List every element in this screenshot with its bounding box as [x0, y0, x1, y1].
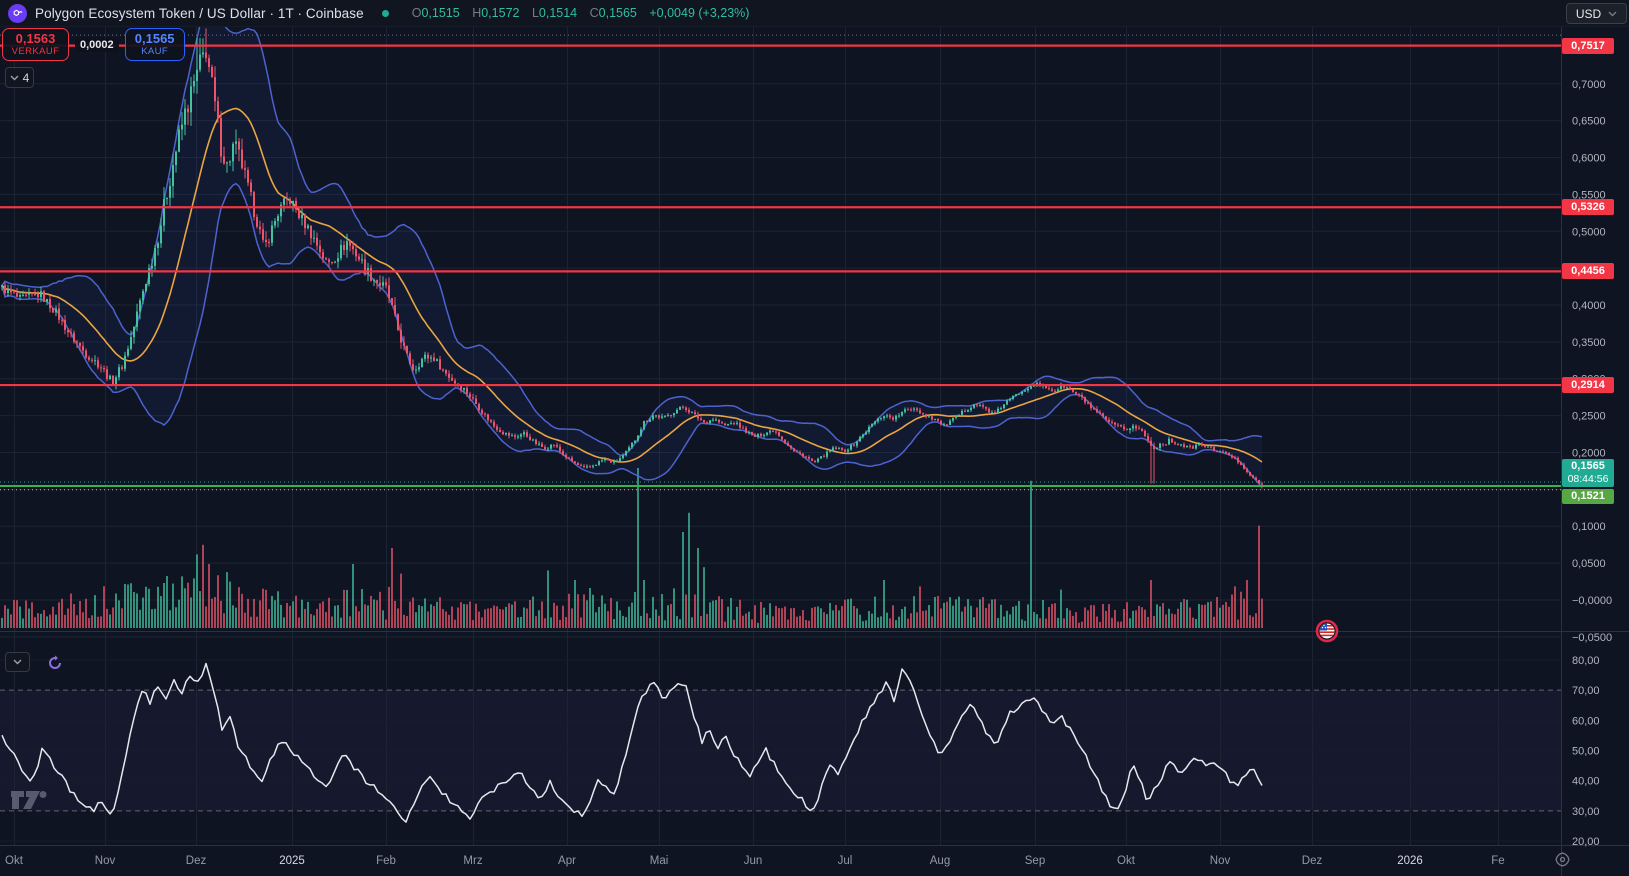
buy-label: KAUF [141, 45, 169, 57]
low-key: L [531, 6, 539, 20]
grid [0, 27, 1561, 845]
svg-text:40,00: 40,00 [1572, 776, 1600, 788]
buy-price: 0,1565 [134, 30, 175, 46]
svg-text:60,00: 60,00 [1572, 715, 1600, 727]
svg-text:0,2000: 0,2000 [1572, 447, 1606, 459]
svg-text:Mai: Mai [650, 855, 669, 867]
us-flag-event-icon[interactable] [1315, 619, 1339, 648]
svg-text:0,6500: 0,6500 [1572, 116, 1606, 128]
svg-text:0,6000: 0,6000 [1572, 153, 1606, 165]
chevron-down-icon [1608, 11, 1617, 16]
level-price-label[interactable]: 0,5326 [1562, 199, 1614, 216]
chart-header: Polygon Ecosystem Token / US Dollar · 1T… [0, 0, 1629, 27]
sell-button[interactable]: 0,1563 VERKAUF [2, 28, 69, 61]
open-key: O [411, 6, 422, 20]
svg-text:Nov: Nov [1210, 855, 1231, 867]
svg-text:Feb: Feb [376, 855, 396, 867]
close-value: 0,1565 [598, 6, 637, 20]
trade-panel: 0,1563 VERKAUF 0,0002 0,1565 KAUF [2, 28, 185, 61]
svg-text:0,4000: 0,4000 [1572, 300, 1606, 312]
gear-icon[interactable] [1552, 849, 1572, 869]
svg-text:0,2500: 0,2500 [1572, 411, 1606, 423]
svg-text:−0,0000: −0,0000 [1572, 595, 1612, 607]
svg-text:Okt: Okt [1117, 855, 1136, 867]
spread-value: 0,0002 [75, 37, 119, 52]
high-value: 0,1572 [481, 6, 520, 20]
svg-text:Dez: Dez [186, 855, 207, 867]
svg-text:Dez: Dez [1302, 855, 1323, 867]
currency-selector[interactable]: USD [1566, 3, 1627, 24]
sell-price: 0,1563 [15, 30, 56, 46]
high-key: H [472, 6, 482, 20]
level-price-label[interactable]: 0,7517 [1562, 37, 1614, 54]
svg-text:20,00: 20,00 [1572, 836, 1600, 848]
candles-layer [1, 28, 1263, 489]
indicators-collapse-button[interactable]: 4 [5, 67, 34, 88]
volume-bars [1, 468, 1263, 628]
svg-text:2025: 2025 [279, 855, 305, 867]
svg-text:70,00: 70,00 [1572, 685, 1600, 697]
svg-text:Aug: Aug [930, 855, 950, 867]
change-value: +0,0049 (+3,23%) [649, 6, 750, 20]
buy-button[interactable]: 0,1565 KAUF [124, 28, 185, 61]
bar-countdown: 08:44:56 [1567, 472, 1609, 485]
low-value: 0,1514 [538, 6, 578, 20]
svg-text:30,00: 30,00 [1572, 806, 1600, 818]
time-scale[interactable]: Okt Nov Dez 2025 Feb Mrz Apr Mai Jun Jul Aug Sep Okt… [5, 855, 1505, 867]
currency-label: USD [1575, 6, 1602, 21]
bollinger-fill [2, 3, 1262, 488]
svg-text:0,5000: 0,5000 [1572, 226, 1606, 238]
svg-text:Jun: Jun [744, 855, 763, 867]
svg-text:Apr: Apr [558, 855, 576, 867]
rsi-line [1, 662, 1263, 823]
symbol-title[interactable]: Polygon Ecosystem Token / US Dollar · 1T… [35, 5, 364, 21]
svg-text:0,7000: 0,7000 [1572, 79, 1606, 91]
svg-text:Jul: Jul [838, 855, 853, 867]
open-value: 0,1515 [421, 6, 460, 20]
bollinger-basis-sma [1, 107, 1263, 463]
svg-text:2026: 2026 [1397, 855, 1423, 867]
chevron-down-icon [13, 659, 22, 665]
svg-text:0,5500: 0,5500 [1572, 189, 1606, 201]
level-price-label[interactable]: 0,4456 [1562, 263, 1614, 280]
svg-text:80,00: 80,00 [1572, 655, 1600, 667]
svg-text:Nov: Nov [95, 855, 116, 867]
tradingview-logo[interactable] [10, 788, 52, 817]
polygon-token-icon[interactable] [8, 3, 27, 23]
sell-label: VERKAUF [11, 45, 60, 57]
current-price-label[interactable]: 0,1565 08:44:56 [1562, 458, 1614, 487]
close-key: C [589, 6, 599, 20]
session-low-label[interactable]: 0,1521 [1562, 489, 1614, 505]
svg-text:Fe: Fe [1491, 855, 1504, 867]
chevron-down-icon [10, 75, 19, 80]
svg-text:0,3500: 0,3500 [1572, 337, 1606, 349]
svg-text:Mrz: Mrz [463, 855, 482, 867]
svg-text:50,00: 50,00 [1572, 746, 1600, 758]
current-price-value: 0,1565 [1571, 459, 1605, 472]
svg-text:0,0500: 0,0500 [1572, 558, 1606, 570]
svg-text:Sep: Sep [1025, 855, 1045, 867]
rsi-pane-collapse-button[interactable] [5, 652, 30, 672]
collapsed-count: 4 [22, 70, 30, 85]
indicator-loading-icon[interactable] [47, 655, 63, 676]
market-open-dot[interactable] [381, 9, 389, 17]
svg-text:Okt: Okt [5, 855, 24, 867]
bollinger-lower [1, 182, 1263, 488]
ohlc-values: O0,1515 H0,1572 L0,1514 C0,1565 +0,0049 … [403, 6, 750, 20]
svg-text:−0,0500: −0,0500 [1572, 632, 1612, 644]
svg-text:0,1000: 0,1000 [1572, 521, 1606, 533]
level-price-label[interactable]: 0,2914 [1562, 377, 1614, 394]
